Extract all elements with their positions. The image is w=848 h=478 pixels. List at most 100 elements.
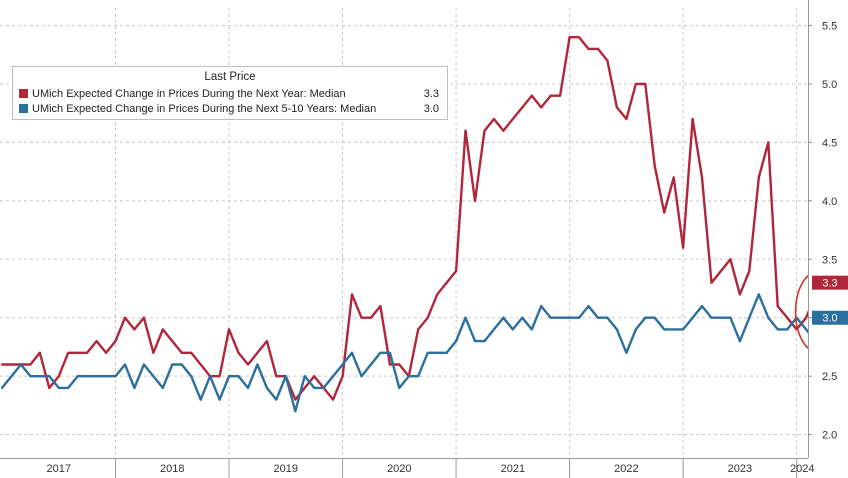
data-point (95, 375, 98, 378)
legend-item-one-year: UMich Expected Change in Prices During t… (19, 87, 439, 101)
data-point (615, 106, 619, 109)
data-point (180, 351, 183, 354)
data-point (19, 363, 23, 366)
data-point (152, 375, 155, 378)
series-five-ten-year (0, 293, 836, 413)
x-tick-label: 2024 (790, 463, 814, 475)
data-point (483, 129, 486, 132)
legend: Last Price UMich Expected Change in Pric… (12, 66, 448, 120)
data-point (511, 117, 514, 121)
data-point (625, 117, 628, 121)
data-point (738, 340, 741, 343)
data-point (265, 386, 268, 389)
data-point (492, 328, 496, 331)
data-point (227, 328, 231, 331)
data-point (615, 328, 619, 331)
data-point (246, 386, 250, 389)
data-point (738, 293, 741, 296)
data-point (123, 363, 127, 366)
data-point (275, 398, 278, 401)
data-point (559, 316, 562, 319)
data-point (653, 316, 656, 319)
data-point (596, 316, 600, 319)
data-point (417, 328, 420, 331)
data-point (29, 363, 32, 366)
data-point (313, 375, 316, 378)
data-point (729, 316, 732, 319)
data-point (379, 351, 382, 354)
data-point (133, 328, 136, 331)
data-point (606, 316, 609, 319)
data-point (237, 351, 240, 354)
data-point (606, 59, 609, 62)
data-point (29, 375, 32, 378)
legend-label-five-ten-year: UMich Expected Change in Prices During t… (32, 103, 377, 115)
series-layer (0, 36, 841, 413)
data-point (57, 386, 60, 389)
data-point (445, 281, 448, 284)
data-point (426, 351, 429, 354)
data-point (114, 375, 117, 378)
data-point (398, 386, 401, 389)
data-point (67, 351, 70, 354)
data-point (341, 363, 344, 366)
data-point (152, 351, 155, 354)
last-value-tag-one-year: 3.3 (812, 275, 848, 290)
data-point (199, 363, 202, 366)
data-point (757, 176, 760, 179)
data-point (776, 304, 779, 308)
data-point (76, 351, 79, 354)
data-point (86, 351, 89, 354)
x-tick-label: 2022 (614, 463, 638, 475)
data-point (218, 375, 221, 378)
data-point (332, 398, 335, 401)
y-tick-label: 5.5 (822, 21, 837, 33)
data-point (38, 375, 41, 378)
data-point (691, 117, 694, 121)
data-point (350, 293, 354, 296)
data-point (0, 386, 4, 389)
data-point (748, 269, 751, 273)
data-point (123, 316, 127, 319)
last-value-tag-bg (812, 310, 848, 325)
data-point (360, 375, 363, 378)
x-tick-label: 2023 (728, 463, 752, 475)
data-point (559, 94, 562, 97)
x-tick-label: 2020 (387, 463, 411, 475)
legend-swatch-one-year (19, 89, 28, 98)
data-point (653, 164, 656, 167)
data-point (256, 363, 259, 366)
data-point (48, 375, 51, 378)
x-tick-label: 2018 (160, 463, 184, 475)
data-point (322, 386, 325, 389)
data-point (48, 386, 51, 389)
legend-title: Last Price (204, 71, 256, 83)
data-point (398, 363, 401, 366)
data-point (10, 363, 13, 366)
y-tick-label: 2.5 (822, 371, 837, 383)
data-point (417, 375, 420, 378)
data-point (57, 375, 60, 378)
data-point (275, 375, 278, 378)
data-point (218, 398, 221, 401)
data-point (142, 316, 145, 319)
series-line (1, 293, 835, 413)
data-point (530, 94, 533, 97)
data-point (265, 340, 268, 343)
data-point (710, 316, 713, 319)
data-point (114, 340, 117, 343)
data-point (104, 351, 108, 354)
legend-item-five-ten-year: UMich Expected Change in Prices During t… (19, 102, 439, 116)
data-point (748, 316, 751, 319)
data-point (786, 328, 789, 331)
data-point (767, 316, 770, 319)
data-point (663, 328, 666, 331)
data-point (644, 82, 647, 86)
x-tick-label: 2021 (501, 463, 525, 475)
data-point (341, 375, 344, 378)
data-point (86, 375, 89, 378)
data-point (161, 328, 164, 331)
